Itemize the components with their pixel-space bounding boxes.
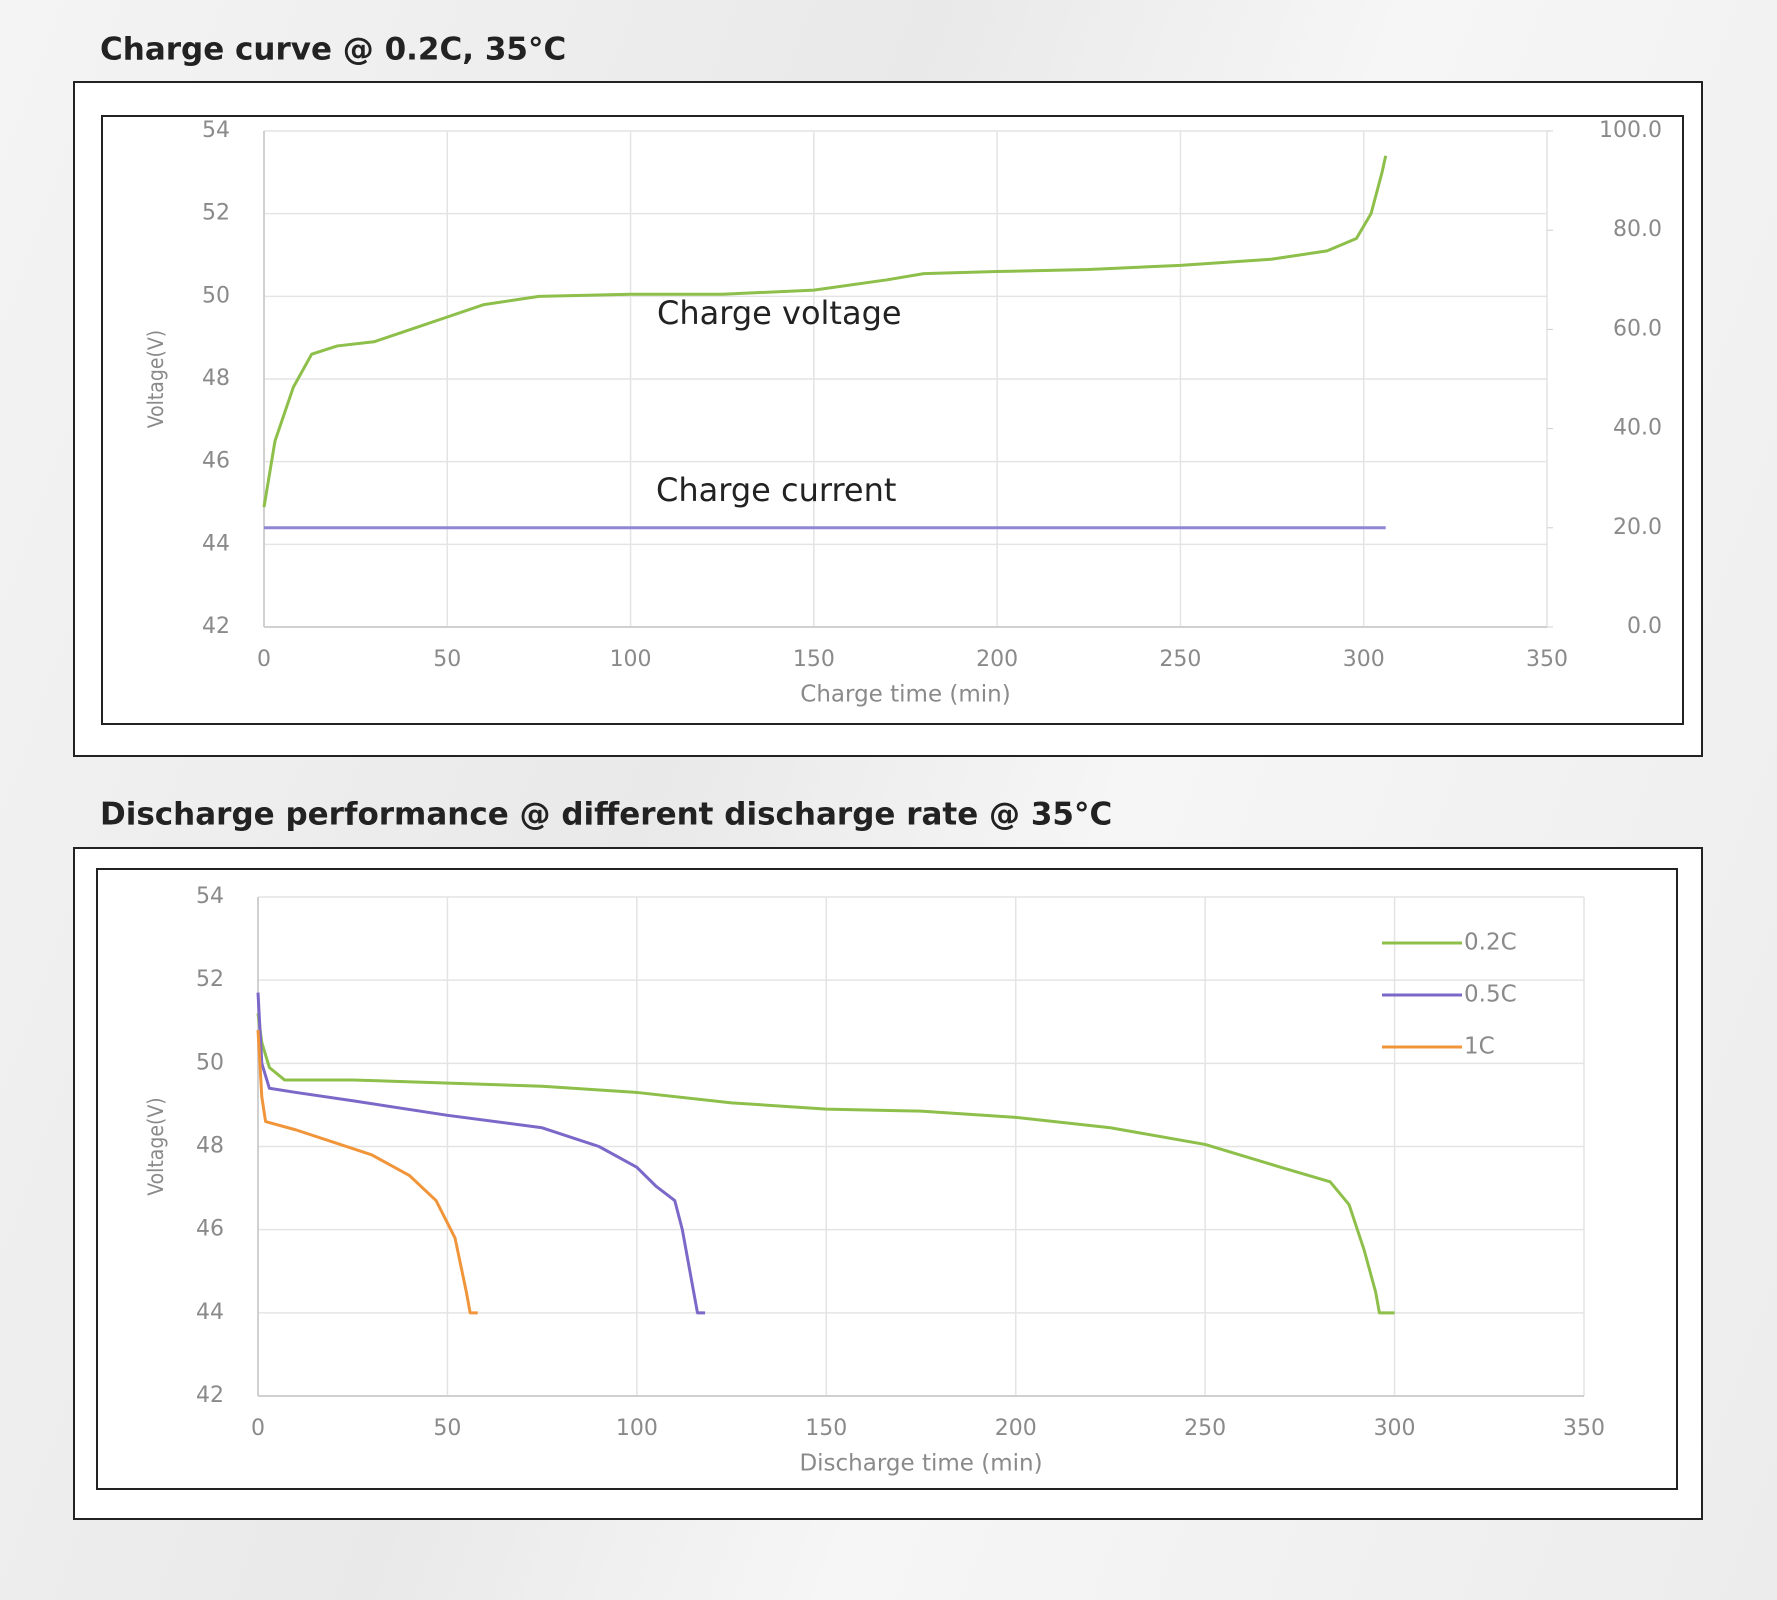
y2-tick-label: 20.0: [1613, 515, 1662, 540]
x-tick-label: 250: [1159, 647, 1201, 672]
y-tick-label: 46: [202, 449, 230, 474]
x-tick-label: 0: [257, 647, 271, 672]
x-tick-label: 350: [1563, 1416, 1605, 1441]
legend-label: 1C: [1464, 1034, 1495, 1060]
y-tick-label: 52: [196, 967, 224, 992]
y2-tick-label: 0.0: [1627, 614, 1662, 639]
y-tick-label: 48: [196, 1134, 224, 1159]
y-tick-label: 50: [202, 283, 230, 308]
legend-label: 0.2C: [1464, 930, 1517, 956]
chart-title: Discharge performance @ different discha…: [100, 797, 1112, 833]
y2-tick-label: 60.0: [1613, 316, 1662, 341]
plot-frame: [96, 868, 1678, 1490]
x-tick-label: 300: [1374, 1416, 1416, 1441]
x-axis-label: Charge time (min): [800, 682, 1010, 708]
y-axis-label: Voltage(V): [144, 1097, 168, 1195]
x-tick-label: 0: [251, 1416, 265, 1441]
x-tick-label: 200: [995, 1416, 1037, 1441]
series-line: [262, 155, 1388, 508]
y-axis-label: Voltage(V): [144, 330, 168, 428]
series-line: [256, 1013, 1395, 1315]
y-tick-label: 44: [202, 531, 230, 556]
y-tick-label: 54: [202, 118, 230, 143]
y-tick-label: 44: [196, 1300, 224, 1325]
y-tick-label: 42: [202, 614, 230, 639]
y2-tick-label: 100.0: [1599, 118, 1662, 143]
x-tick-label: 100: [610, 647, 652, 672]
x-tick-label: 50: [433, 647, 461, 672]
y-tick-label: 48: [202, 366, 230, 391]
x-tick-label: 350: [1526, 647, 1568, 672]
y2-tick-label: 40.0: [1613, 416, 1662, 441]
y2-tick-label: 80.0: [1613, 217, 1662, 242]
series-line: [256, 1029, 478, 1315]
x-tick-label: 200: [976, 647, 1018, 672]
y-tick-label: 52: [202, 201, 230, 226]
x-tick-label: 250: [1184, 1416, 1226, 1441]
y-tick-label: 42: [196, 1383, 224, 1408]
plot-frame: [101, 115, 1684, 725]
series-line: [256, 992, 706, 1315]
chart-title: Charge curve @ 0.2C, 35°C: [100, 32, 566, 68]
x-tick-label: 50: [433, 1416, 461, 1441]
x-tick-label: 150: [805, 1416, 847, 1441]
legend-label: 0.5C: [1464, 982, 1517, 1008]
x-tick-label: 300: [1343, 647, 1385, 672]
y-tick-label: 54: [196, 884, 224, 909]
x-axis-label: Discharge time (min): [799, 1451, 1042, 1477]
y-tick-label: 50: [196, 1050, 224, 1075]
x-tick-label: 150: [793, 647, 835, 672]
series-annotation: Charge voltage: [657, 294, 902, 332]
y-tick-label: 46: [196, 1217, 224, 1242]
series-annotation: Charge current: [656, 471, 896, 509]
x-tick-label: 100: [616, 1416, 658, 1441]
